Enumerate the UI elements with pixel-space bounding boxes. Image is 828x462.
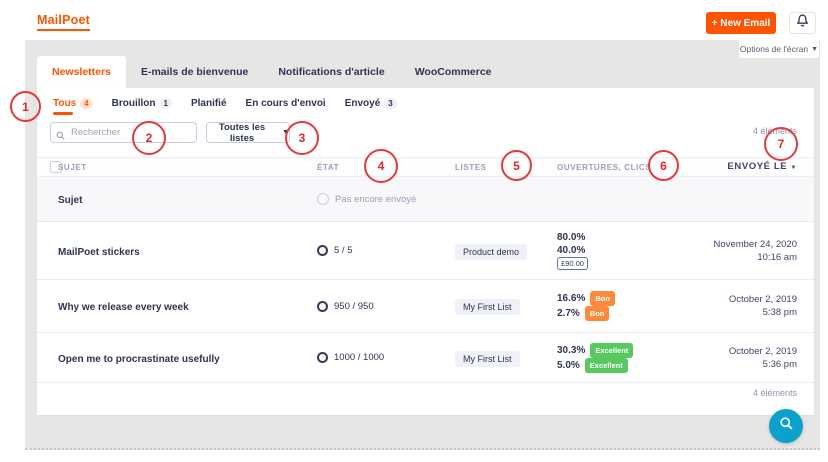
table-row: Why we release every week 950 / 950 My F…: [37, 280, 814, 333]
sent-time-line: 10:16 am: [757, 251, 797, 263]
sent-date: October 2, 2019 5:38 pm: [707, 293, 814, 319]
sent-date-line: October 2, 2019: [728, 345, 797, 357]
newsletter-title[interactable]: MailPoet stickers: [58, 246, 140, 258]
filter-sending-label: En cours d'envoi: [245, 97, 326, 109]
filter-sent-label: Envoyé: [344, 97, 381, 109]
annotation-circle-5: 5: [501, 150, 532, 181]
annotation-circle-1: 1: [10, 91, 41, 122]
sent-date-line: October 2, 2019: [728, 294, 797, 305]
notifications-button[interactable]: [789, 12, 816, 34]
tab-welcome-emails[interactable]: E-mails de bienvenue: [140, 66, 249, 78]
bell-icon: [796, 14, 809, 32]
sent-date: November 24, 2020 10:16 am: [707, 238, 814, 264]
sort-down-icon: ▼: [790, 164, 797, 171]
annotation-circle-2: 2: [132, 121, 166, 155]
tab-woocommerce[interactable]: WooCommerce: [414, 66, 492, 78]
annotation-circle-4: 4: [364, 149, 398, 183]
table-body: Sujet Pas encore envoyé MailPoet sticker…: [37, 177, 814, 383]
sent-count: 5 / 5: [334, 245, 353, 256]
status-text: Pas encore envoyé: [335, 193, 417, 205]
sent-time-line: 5:36 pm: [762, 358, 797, 370]
opens-quality-badge: Bon: [590, 291, 615, 306]
select-all-checkbox[interactable]: [50, 161, 62, 173]
filter-scheduled[interactable]: Planifié: [191, 98, 227, 109]
header-lists: LISTES: [455, 162, 487, 172]
opens-rate: 30.3%: [557, 344, 586, 356]
filter-draft[interactable]: Brouillon 1: [111, 97, 172, 109]
header-subject: SUJET: [58, 162, 87, 172]
search-box: [50, 122, 197, 143]
top-bar: MailPoet + New Email: [0, 0, 828, 40]
annotation-circle-6: 6: [648, 150, 679, 181]
filter-sent[interactable]: Envoyé 3: [344, 97, 397, 109]
help-search-fab[interactable]: [769, 409, 803, 443]
newsletter-title[interactable]: Open me to procrastinate usefully: [58, 353, 220, 365]
table-row: Open me to procrastinate usefully 1000 /…: [37, 333, 814, 383]
sent-date-line: November 24, 2020: [713, 238, 797, 250]
filter-all[interactable]: Tous 4: [53, 97, 93, 115]
table-row: MailPoet stickers 5 / 5 Product demo 80.…: [37, 222, 814, 280]
items-count-bottom: 4 éléments: [752, 388, 797, 398]
mailpoet-logo: MailPoet: [37, 13, 90, 31]
sent-count: 950 / 950: [334, 300, 374, 312]
filter-draft-label: Brouillon: [111, 97, 156, 109]
filter-scheduled-label: Planifié: [190, 97, 227, 109]
status-filters: Tous 4 Brouillon 1 Planifié En cours d'e…: [37, 88, 814, 118]
filter-sent-count: 3: [384, 97, 397, 109]
opens-rate: 16.6%: [557, 293, 586, 304]
lists-filter-dropdown[interactable]: Toutes les listes ▼: [206, 121, 290, 144]
newsletter-title[interactable]: Sujet: [58, 195, 83, 206]
magnifier-icon: [779, 416, 794, 436]
revenue-badge: £90.00: [557, 257, 588, 270]
screen-options-label: Options de l'écran: [739, 44, 809, 54]
clicks-rate: 2.7%: [557, 308, 580, 319]
header-status: ÉTAT: [317, 162, 340, 172]
annotation-circle-3: 3: [285, 121, 319, 155]
newsletter-title[interactable]: Why we release every week: [58, 302, 189, 313]
header-stats: OUVERTURES, CLICS: [557, 162, 652, 172]
screen-options-toggle[interactable]: Options de l'écran ▼: [739, 40, 819, 58]
opens-quality-badge: Excellent: [590, 342, 634, 358]
sent-time-line: 5:38 pm: [762, 307, 797, 318]
clicks-quality-badge: Excellent: [584, 357, 628, 373]
tab-newsletters[interactable]: Newsletters: [37, 56, 126, 88]
clicks-rate: 40.0%: [557, 245, 586, 256]
filter-sending[interactable]: En cours d'envoi: [246, 98, 326, 109]
opens-rate: 80.0%: [557, 232, 586, 243]
tab-bar: Newsletters E-mails de bienvenue Notific…: [37, 56, 507, 88]
sent-date: October 2, 2019 5:36 pm: [707, 345, 814, 371]
table-row: Sujet Pas encore envoyé: [37, 177, 814, 222]
lists-filter-label: Toutes les listes: [218, 121, 266, 144]
list-tag[interactable]: Product demo: [455, 243, 528, 260]
table-header: SUJET ÉTAT LISTES OUVERTURES, CLICS ENVO…: [37, 157, 814, 177]
search-icon: [56, 127, 65, 145]
search-input[interactable]: [50, 122, 197, 143]
list-tag[interactable]: My First List: [455, 299, 520, 315]
annotation-circle-7: 7: [764, 127, 798, 161]
clicks-quality-badge: Bon: [584, 306, 610, 321]
admin-panel: Options de l'écran ▼ Newsletters E-mails…: [25, 40, 820, 450]
new-email-button[interactable]: + New Email: [706, 12, 776, 34]
status-circle-icon: [317, 352, 328, 363]
status-circle-icon: [317, 193, 329, 205]
status-circle-icon: [317, 300, 328, 312]
chevron-down-icon: ▼: [811, 45, 819, 53]
list-tag[interactable]: My First List: [455, 350, 520, 367]
header-sent-sortable[interactable]: ENVOYÉ LE ▼: [707, 160, 814, 175]
header-sent-label: ENVOYÉ LE: [727, 160, 788, 172]
filter-all-label: Tous: [53, 97, 77, 109]
status-circle-icon: [317, 245, 328, 256]
filter-draft-count: 1: [159, 97, 172, 109]
filter-all-count: 4: [80, 97, 93, 109]
tab-post-notifications[interactable]: Notifications d'article: [278, 66, 385, 78]
select-all-cell: [37, 161, 62, 173]
clicks-rate: 5.0%: [557, 359, 580, 371]
sent-count: 1000 / 1000: [334, 352, 385, 363]
